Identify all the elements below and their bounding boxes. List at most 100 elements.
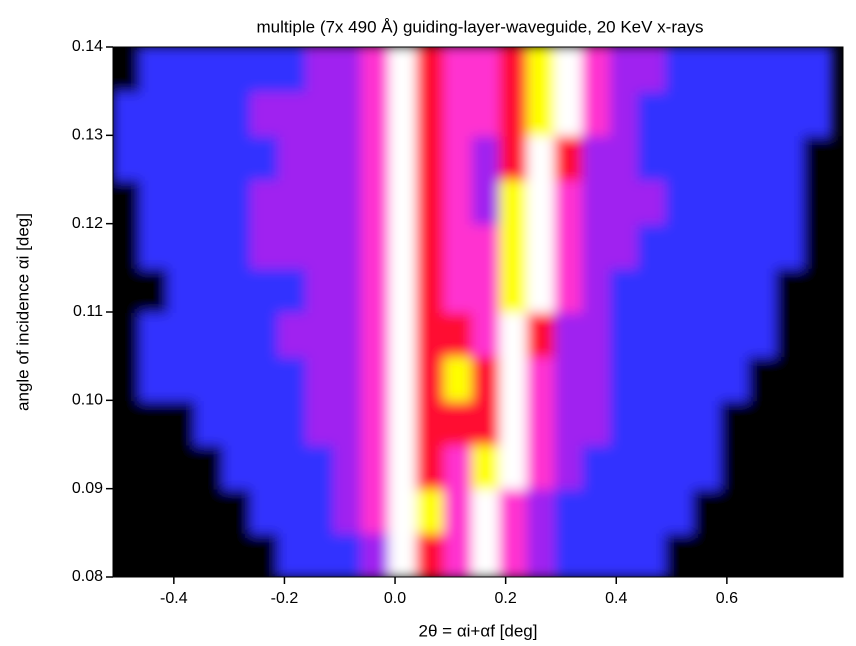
heatmap-cell — [499, 266, 529, 313]
heatmap-cell — [277, 487, 308, 534]
heatmap-cell — [250, 134, 280, 181]
heatmap-cell — [499, 311, 529, 358]
heatmap-cell — [222, 311, 253, 358]
heatmap-cell — [167, 487, 197, 534]
heatmap-cell — [720, 487, 750, 534]
heatmap-cell — [113, 266, 142, 313]
heatmap-cell — [471, 222, 502, 269]
heatmap-cell — [388, 266, 419, 313]
heatmap-cell — [582, 443, 612, 490]
heatmap-cell — [554, 266, 585, 313]
heatmap-cell — [609, 355, 640, 402]
heatmap-cell — [139, 487, 170, 534]
heatmap-cell — [609, 134, 640, 181]
heatmap-cell — [609, 399, 640, 446]
heatmap-cell — [194, 90, 225, 137]
heatmap-cell — [167, 266, 197, 313]
heatmap-cell — [526, 443, 557, 490]
heatmap-cell — [526, 266, 557, 313]
heatmap-cell — [113, 311, 142, 358]
heatmap-cell — [692, 178, 723, 225]
heatmap-cell — [720, 47, 750, 93]
heatmap-cell — [443, 47, 474, 93]
heatmap-cell — [526, 47, 557, 93]
y-tick-label: 0.13 — [72, 127, 103, 144]
heatmap-cell — [775, 266, 806, 313]
heatmap-cell — [609, 178, 640, 225]
heatmap-cell — [803, 531, 833, 577]
heatmap-cell — [720, 266, 750, 313]
heatmap-cell — [499, 399, 529, 446]
heatmap-cell — [333, 531, 363, 577]
heatmap-cell — [499, 134, 529, 181]
heatmap-cell — [665, 90, 695, 137]
heatmap-cell — [333, 487, 363, 534]
heatmap-cell — [720, 355, 750, 402]
heatmap-cell — [471, 47, 502, 93]
heatmap-cell — [388, 443, 419, 490]
heatmap-cell — [443, 487, 474, 534]
heatmap-cell — [388, 47, 419, 93]
heatmap-cell — [167, 443, 197, 490]
heatmap-cell — [305, 399, 336, 446]
heatmap-cell — [167, 355, 197, 402]
heatmap-cell — [360, 266, 391, 313]
heatmap-cell — [637, 443, 668, 490]
heatmap-cell — [277, 443, 308, 490]
heatmap-cell — [167, 134, 197, 181]
heatmap-cell — [113, 487, 142, 534]
heatmap-cell — [250, 531, 280, 577]
heatmap-cell — [194, 266, 225, 313]
heatmap-cell — [609, 443, 640, 490]
heatmap-cell — [305, 266, 336, 313]
heatmap-cell — [582, 487, 612, 534]
heatmap-cell — [443, 443, 474, 490]
heatmap-cell — [720, 90, 750, 137]
heatmap-cell — [194, 355, 225, 402]
heatmap-cell — [250, 266, 280, 313]
heatmap-cell — [194, 222, 225, 269]
heatmap-cell — [692, 399, 723, 446]
y-tick-label: 0.10 — [72, 392, 103, 409]
heatmap-cell — [333, 47, 363, 93]
heatmap-cell — [720, 399, 750, 446]
heatmap-cell — [775, 178, 806, 225]
heatmap-cell — [167, 311, 197, 358]
heatmap-cell — [222, 178, 253, 225]
heatmap-cell — [388, 487, 419, 534]
heatmap-cell — [747, 531, 778, 577]
heatmap-cell — [194, 178, 225, 225]
heatmap-cell — [554, 355, 585, 402]
heatmap-cell — [360, 311, 391, 358]
heatmap-cell — [277, 355, 308, 402]
heatmap-cell — [250, 178, 280, 225]
heatmap-cell — [139, 355, 170, 402]
heatmap-cell — [554, 178, 585, 225]
heatmap-cell — [113, 134, 142, 181]
heatmap-cell — [250, 311, 280, 358]
heatmap-cell — [360, 487, 391, 534]
heatmap-cell — [388, 134, 419, 181]
heatmap-cell — [305, 311, 336, 358]
heatmap-cell — [692, 311, 723, 358]
heatmap-cell — [582, 399, 612, 446]
heatmap-cell — [554, 222, 585, 269]
heatmap-cell — [333, 311, 363, 358]
heatmap-cell — [692, 134, 723, 181]
heatmap-cell — [665, 443, 695, 490]
heatmap-cell — [416, 178, 446, 225]
heatmap-cell — [803, 178, 833, 225]
heatmap-cell — [609, 487, 640, 534]
heatmap-cell — [443, 355, 474, 402]
heatmap-cell — [554, 531, 585, 577]
x-tick-label: -0.4 — [160, 590, 188, 607]
heatmap-cell — [113, 47, 142, 93]
heatmap-cell — [803, 311, 833, 358]
heatmap-cell — [692, 47, 723, 93]
heatmap-cell — [222, 90, 253, 137]
heatmap-cell — [250, 222, 280, 269]
y-tick-label: 0.14 — [72, 38, 103, 55]
heatmap-cell — [747, 178, 778, 225]
heatmap-cell — [305, 178, 336, 225]
heatmap-cell — [609, 90, 640, 137]
